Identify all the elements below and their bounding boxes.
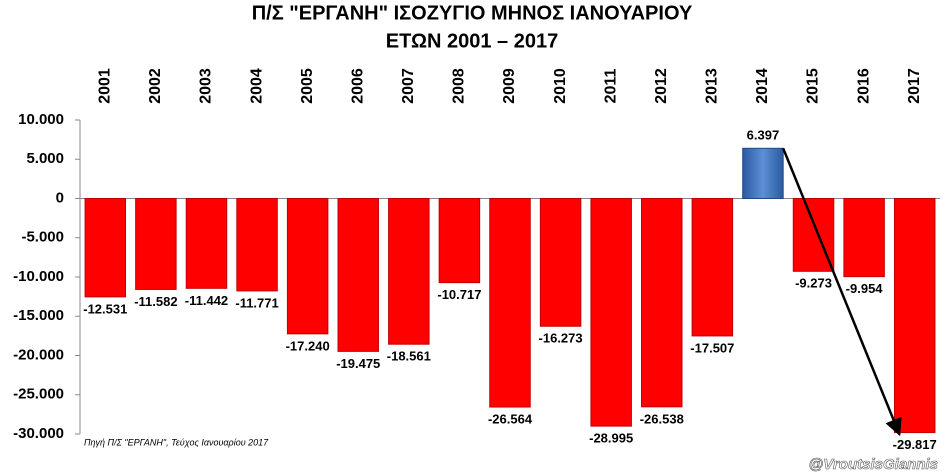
value-label: -10.717 xyxy=(437,287,481,302)
bar xyxy=(489,198,531,408)
x-tick-label: 2006 xyxy=(349,68,366,104)
chart-title: Π/Σ "ΕΡΓΑΝΗ" ΙΣΟΖΥΓΙΟ ΜΗΝΟΣ ΙΑΝΟΥΑΡΙΟΥ xyxy=(252,2,693,24)
value-label: -29.817 xyxy=(893,437,937,452)
x-tick-label: 2011 xyxy=(602,69,619,104)
value-label: -18.561 xyxy=(387,349,431,364)
trend-arrow xyxy=(782,147,902,437)
bar xyxy=(388,198,430,345)
chart-subtitle: ΕΤΩΝ 2001 – 2017 xyxy=(386,30,558,52)
x-tick-label: 2015 xyxy=(805,68,822,104)
x-tick-label: 2017 xyxy=(906,68,923,104)
bar xyxy=(641,198,683,408)
value-label: -26.564 xyxy=(488,411,533,426)
x-tick-label: 2008 xyxy=(451,68,468,104)
x-tick-label: 2010 xyxy=(552,68,569,104)
bar xyxy=(893,198,936,434)
value-label: -11.771 xyxy=(235,295,278,310)
y-tick-label: -30.000 xyxy=(13,425,64,442)
value-label: -17.507 xyxy=(690,340,734,355)
y-tick-label: -10.000 xyxy=(13,268,64,285)
value-label: -11.582 xyxy=(134,294,177,309)
bar xyxy=(185,198,228,289)
bar xyxy=(590,198,632,427)
value-label: -9.954 xyxy=(846,281,884,296)
value-label: -9.273 xyxy=(795,276,832,291)
bar xyxy=(337,198,379,352)
bar xyxy=(236,198,278,292)
source-note: Πηγή Π/Σ "ΕΡΓΑΝΗ", Τεύχος Ιανουαρίου 201… xyxy=(84,437,269,447)
value-label: -28.995 xyxy=(589,431,633,446)
x-tick-label: 2009 xyxy=(501,68,518,104)
x-tick-label: 2013 xyxy=(704,68,721,104)
bar xyxy=(691,198,734,337)
y-tick-label: 5.000 xyxy=(26,150,64,167)
x-tick-label: 2005 xyxy=(299,68,316,104)
bar xyxy=(84,198,127,298)
y-tick-label: 10.000 xyxy=(18,111,64,128)
y-tick-label: 0 xyxy=(56,189,64,206)
x-tick-label: 2003 xyxy=(198,68,215,104)
value-label: -17.240 xyxy=(286,338,330,353)
value-label: -26.538 xyxy=(640,411,684,426)
value-label: -12.531 xyxy=(83,301,127,316)
x-tick-label: 2004 xyxy=(248,68,265,104)
watermark: @VroutsisGiannis xyxy=(809,456,938,473)
bar xyxy=(742,147,784,200)
y-tick-label: -15.000 xyxy=(13,307,64,324)
y-tick-label: -25.000 xyxy=(13,386,64,403)
y-tick-label: -5.000 xyxy=(21,229,64,246)
bar xyxy=(135,198,177,290)
x-tick-label: 2002 xyxy=(147,68,164,104)
x-tick-label: 2001 xyxy=(97,68,114,104)
bar xyxy=(539,198,582,327)
value-label: -16.273 xyxy=(539,331,583,346)
y-tick-label: -20.000 xyxy=(13,346,64,363)
x-tick-label: 2007 xyxy=(400,68,417,104)
value-label: 6.397 xyxy=(747,128,780,143)
x-tick-label: 2014 xyxy=(754,68,771,104)
bar xyxy=(286,198,329,335)
bar xyxy=(843,198,885,278)
value-label: -11.442 xyxy=(185,293,228,308)
x-tick-label: 2016 xyxy=(855,68,872,104)
x-tick-label: 2012 xyxy=(653,68,670,104)
bar xyxy=(438,198,481,284)
value-label: -19.475 xyxy=(336,356,380,371)
